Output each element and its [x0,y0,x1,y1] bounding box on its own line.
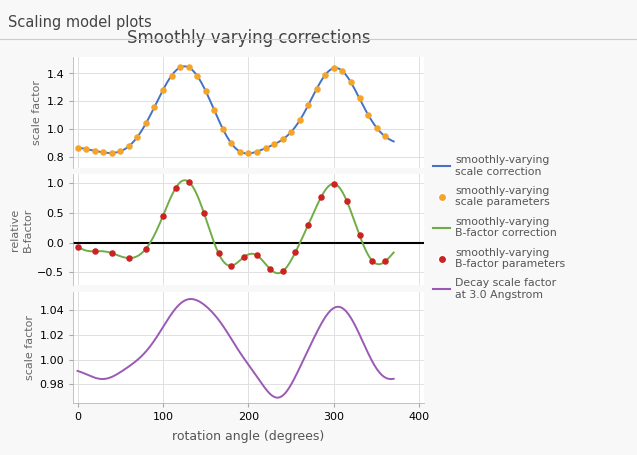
Y-axis label: scale factor: scale factor [25,315,35,380]
Point [73,243,83,250]
Point [149,103,159,111]
Point [183,178,194,186]
Point [90,147,100,154]
Point [171,184,181,192]
Point [316,193,326,201]
Point [311,85,322,92]
Point [124,142,134,150]
Point [303,101,313,109]
Text: Scaling model plots: Scaling model plots [8,15,152,30]
Point [158,86,168,94]
Y-axis label: scale factor: scale factor [32,80,42,145]
Point [218,125,228,132]
Point [329,180,339,187]
Point [252,252,262,259]
Point [192,72,203,80]
Point [141,245,151,253]
X-axis label: rotation angle (degrees): rotation angle (degrees) [172,430,325,443]
Point [354,95,364,102]
Point [303,221,313,228]
Point [380,133,390,140]
Point [213,250,224,257]
Point [98,149,108,156]
Point [338,67,348,75]
Y-axis label: relative
B-factor: relative B-factor [10,207,33,252]
Point [209,106,219,114]
Point [320,71,331,78]
Point [106,149,117,157]
Point [239,253,249,261]
Point [158,212,168,219]
Point [269,141,279,148]
Point [290,248,301,256]
Point [371,124,382,131]
Point [341,197,352,204]
Point [380,258,390,265]
Point [286,128,296,136]
Point [124,254,134,262]
Legend: smoothly-varying
scale correction, smoothly-varying
scale parameters, smoothly-v: smoothly-varying scale correction, smoot… [434,155,565,300]
Point [363,111,373,118]
Title: Smoothly varying corrections: Smoothly varying corrections [127,29,370,47]
Point [141,120,151,127]
Point [294,117,304,124]
Point [115,148,125,155]
Point [226,262,236,269]
Point [243,150,254,157]
Point [183,64,194,71]
Point [329,65,339,72]
Point [90,248,100,255]
Point [226,140,236,147]
Point [199,209,209,217]
Point [235,148,245,155]
Point [278,136,288,143]
Point [106,249,117,257]
Point [252,148,262,155]
Point [175,64,185,71]
Point [201,87,211,95]
Point [81,146,91,153]
Point [132,133,143,141]
Point [265,265,275,273]
Point [166,72,176,79]
Point [346,79,356,86]
Point [354,232,364,239]
Point [278,268,288,275]
Point [368,257,378,264]
Point [73,144,83,151]
Point [261,145,271,152]
